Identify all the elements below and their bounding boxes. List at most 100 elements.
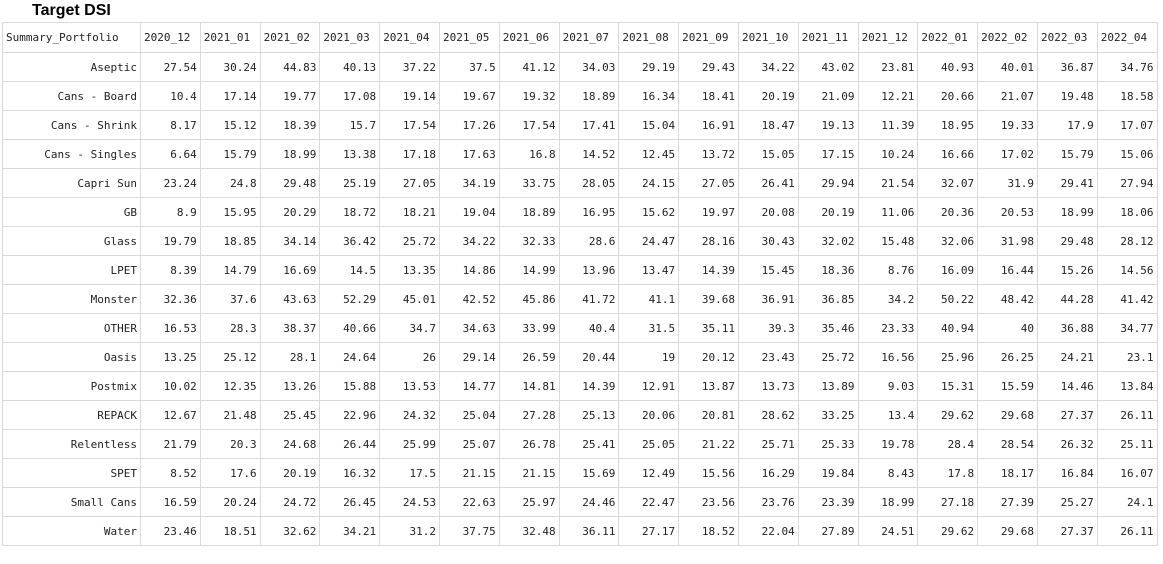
- row-label-cell: Cans - Singles: [2, 139, 141, 169]
- value-cell: 36.85: [797, 284, 859, 314]
- value-cell: 23.81: [857, 52, 919, 82]
- value-cell: 10.4: [140, 81, 201, 111]
- value-cell: 15.79: [199, 139, 261, 169]
- value-cell: 14.46: [1036, 371, 1098, 401]
- value-cell: 15.56: [678, 458, 739, 488]
- value-cell: 27.05: [379, 168, 440, 198]
- value-cell: 12.91: [618, 371, 680, 401]
- value-cell: 15.95: [199, 197, 261, 227]
- row-label-cell: Oasis: [2, 342, 141, 372]
- value-cell: 15.69: [558, 458, 620, 488]
- column-header: 2021_01: [199, 22, 261, 53]
- value-cell: 31.5: [618, 313, 680, 343]
- value-cell: 25.99: [379, 429, 440, 459]
- value-cell: 27.28: [498, 400, 560, 430]
- value-cell: 24.64: [319, 342, 381, 372]
- value-cell: 24.51: [857, 516, 919, 546]
- value-cell: 15.31: [917, 371, 979, 401]
- value-cell: 17.54: [498, 110, 560, 140]
- value-cell: 24.32: [379, 400, 440, 430]
- value-cell: 30.24: [199, 52, 261, 82]
- value-cell: 24.1: [1096, 487, 1158, 517]
- value-cell: 14.39: [558, 371, 620, 401]
- value-cell: 25.05: [618, 429, 680, 459]
- value-cell: 8.43: [857, 458, 919, 488]
- value-cell: 16.09: [917, 255, 979, 285]
- value-cell: 23.1: [1096, 342, 1158, 372]
- table-row: REPACK 12.67 21.48 25.45 22.96 24.32 25.04 27.2…: [2, 400, 1158, 430]
- row-label-cell: Glass: [2, 226, 141, 256]
- value-cell: 31.2: [379, 516, 440, 546]
- value-cell: 34.22: [737, 52, 799, 82]
- value-cell: 26: [379, 342, 440, 372]
- table-row: Cans - Singles 6.64 15.79 18.99 13.38 17.18 17…: [2, 139, 1158, 169]
- value-cell: 32.06: [917, 226, 979, 256]
- column-header: 2021_02: [259, 22, 321, 53]
- value-cell: 19.67: [438, 81, 500, 111]
- value-cell: 22.96: [319, 400, 381, 430]
- value-cell: 22.04: [737, 516, 799, 546]
- value-cell: 34.63: [438, 313, 500, 343]
- value-cell: 52.29: [319, 284, 381, 314]
- value-cell: 32.07: [917, 168, 979, 198]
- value-cell: 27.05: [678, 168, 739, 198]
- value-cell: 6.64: [140, 139, 201, 169]
- value-cell: 20.19: [797, 197, 859, 227]
- value-cell: 27.17: [618, 516, 680, 546]
- value-cell: 16.8: [498, 139, 560, 169]
- value-cell: 40.94: [917, 313, 979, 343]
- table-row: Relentless 21.79 20.3 24.68 26.44 25.99 25.07 2…: [2, 429, 1158, 459]
- value-cell: 13.26: [259, 371, 321, 401]
- value-cell: 13.73: [737, 371, 799, 401]
- value-cell: 14.81: [498, 371, 560, 401]
- value-cell: 40: [977, 313, 1038, 343]
- value-cell: 41.72: [558, 284, 620, 314]
- value-cell: 18.51: [199, 516, 261, 546]
- value-cell: 14.79: [199, 255, 261, 285]
- column-header: 2021_03: [319, 22, 381, 53]
- value-cell: 25.12: [199, 342, 261, 372]
- value-cell: 17.8: [917, 458, 979, 488]
- table-row: OTHER 16.53 28.3 38.37 40.66 34.7 34.63 33.99 40…: [2, 313, 1158, 343]
- value-cell: 24.15: [618, 168, 680, 198]
- value-cell: 44.28: [1036, 284, 1098, 314]
- value-cell: 25.72: [797, 342, 859, 372]
- value-cell: 13.89: [797, 371, 859, 401]
- value-cell: 20.19: [737, 81, 799, 111]
- value-cell: 18.99: [857, 487, 919, 517]
- value-cell: 8.17: [140, 110, 201, 140]
- value-cell: 19.84: [797, 458, 859, 488]
- value-cell: 38.37: [259, 313, 321, 343]
- value-cell: 29.68: [977, 516, 1038, 546]
- value-cell: 18.41: [678, 81, 739, 111]
- value-cell: 24.46: [558, 487, 620, 517]
- value-cell: 18.36: [797, 255, 859, 285]
- value-cell: 24.72: [259, 487, 321, 517]
- row-label-cell: Capri Sun: [2, 168, 141, 198]
- value-cell: 26.59: [498, 342, 560, 372]
- value-cell: 15.26: [1036, 255, 1098, 285]
- dsi-table: Summary_Portfolio 2020_12 2021_01 2021_02 2…: [2, 22, 1158, 546]
- value-cell: 34.76: [1096, 52, 1158, 82]
- value-cell: 18.85: [199, 226, 261, 256]
- value-cell: 25.11: [1096, 429, 1158, 459]
- value-cell: 21.15: [498, 458, 560, 488]
- value-cell: 18.06: [1096, 197, 1158, 227]
- value-cell: 18.99: [259, 139, 321, 169]
- value-cell: 13.47: [618, 255, 680, 285]
- value-cell: 14.56: [1096, 255, 1158, 285]
- value-cell: 18.72: [319, 197, 381, 227]
- value-cell: 20.36: [917, 197, 979, 227]
- value-cell: 23.43: [737, 342, 799, 372]
- value-cell: 27.39: [977, 487, 1038, 517]
- value-cell: 35.46: [797, 313, 859, 343]
- value-cell: 25.71: [737, 429, 799, 459]
- column-header: 2022_03: [1036, 22, 1098, 53]
- value-cell: 40.4: [558, 313, 620, 343]
- table-row: SPET 8.52 17.6 20.19 16.32 17.5 21.15 21.15 15.6…: [2, 458, 1158, 488]
- column-header: 2020_12: [140, 22, 201, 53]
- value-cell: 21.54: [857, 168, 919, 198]
- row-label-cell: SPET: [2, 458, 141, 488]
- value-cell: 23.76: [737, 487, 799, 517]
- value-cell: 29.62: [917, 400, 979, 430]
